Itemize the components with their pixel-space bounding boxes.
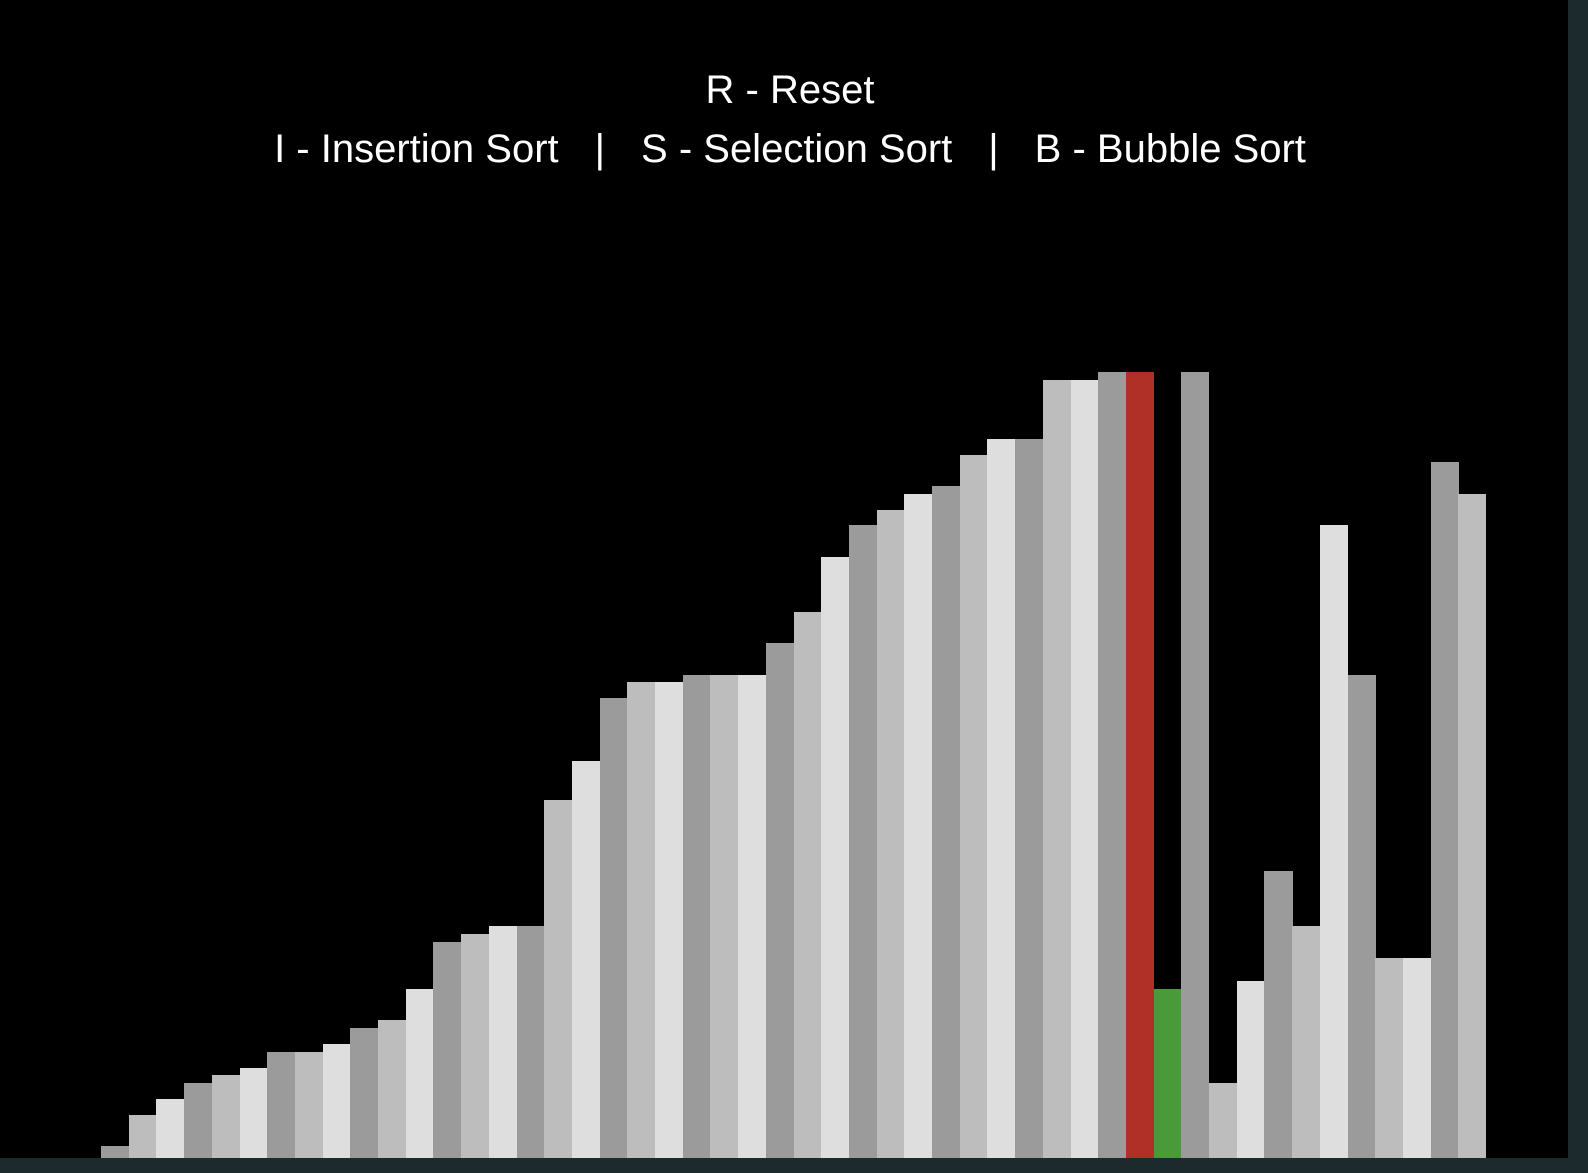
insertion-sort-key-hint: I - Insertion Sort — [274, 127, 559, 171]
array-bar — [1125, 372, 1155, 1158]
array-bar — [294, 1051, 324, 1158]
array-bar — [488, 926, 517, 1158]
reset-key-hint: R - Reset — [705, 68, 875, 112]
array-bar — [1319, 525, 1348, 1158]
array-bar — [211, 1075, 240, 1158]
separator: | — [594, 127, 606, 171]
array-bar — [1070, 379, 1099, 1158]
controls-line-sorts: I - Insertion Sort | S - Selection Sort | B … — [0, 127, 1568, 171]
array-bar — [544, 800, 573, 1158]
array-bar — [1347, 674, 1376, 1158]
array-bar — [655, 682, 684, 1158]
array-bar — [932, 485, 961, 1158]
array-bar — [184, 1083, 213, 1158]
array-bar — [1153, 989, 1182, 1158]
separator: | — [988, 127, 999, 171]
array-bar — [821, 556, 850, 1158]
array-bar — [1181, 372, 1210, 1158]
array-bar — [599, 698, 628, 1158]
array-bar — [322, 1044, 351, 1158]
array-bar — [959, 454, 988, 1158]
controls-line-reset: R - Reset — [0, 68, 1568, 112]
array-bar — [405, 989, 434, 1158]
array-bar — [1402, 957, 1432, 1158]
array-bar — [848, 525, 878, 1158]
array-bar — [267, 1051, 296, 1158]
array-bar — [876, 509, 905, 1158]
array-bar — [1264, 871, 1293, 1158]
array-bar — [710, 674, 739, 1158]
bubble-sort-key-hint: B - Bubble Sort — [1034, 127, 1306, 171]
array-bar — [1042, 379, 1071, 1158]
array-bar — [1236, 981, 1265, 1158]
array-bar — [378, 1020, 407, 1158]
array-bar — [627, 682, 656, 1158]
array-bar — [904, 493, 933, 1158]
array-bar — [765, 643, 794, 1158]
array-bar — [1375, 957, 1404, 1158]
array-bar — [516, 926, 545, 1158]
bar-array — [101, 372, 1487, 1158]
selection-sort-key-hint: S - Selection Sort — [641, 127, 953, 171]
array-bar — [1292, 926, 1321, 1158]
array-bar — [793, 611, 822, 1158]
array-bar — [156, 1099, 185, 1158]
array-bar — [1015, 438, 1044, 1158]
array-bar — [1430, 462, 1459, 1158]
array-bar — [1098, 372, 1127, 1158]
array-bar — [571, 761, 601, 1158]
array-bar — [1209, 1083, 1238, 1158]
array-bar — [987, 438, 1016, 1158]
array-bar — [738, 674, 767, 1158]
array-bar — [239, 1067, 268, 1158]
array-bar — [1458, 493, 1487, 1158]
array-bar — [433, 941, 462, 1158]
array-bar — [350, 1028, 379, 1158]
array-bar — [128, 1114, 157, 1158]
sort-visualizer-window: R - Reset I - Insertion Sort | S - Selecti… — [0, 0, 1568, 1158]
array-bar — [101, 1146, 130, 1158]
array-bar — [682, 674, 711, 1158]
array-bar — [461, 934, 490, 1158]
